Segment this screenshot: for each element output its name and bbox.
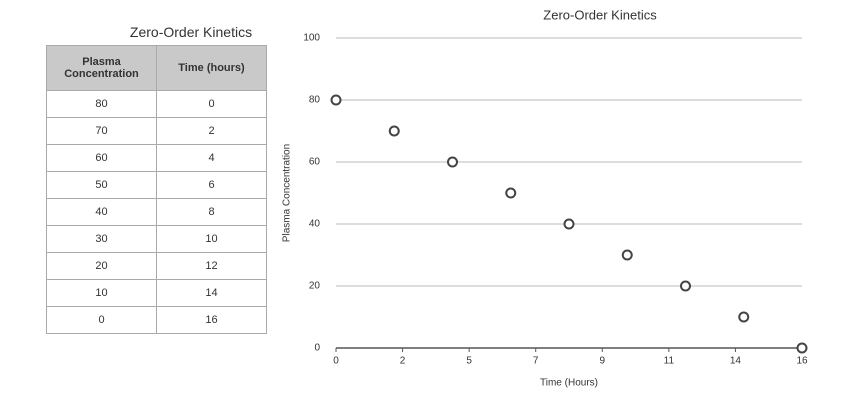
y-tick-label: 80: [309, 95, 321, 106]
x-tick-label: 9: [600, 356, 606, 367]
x-tick-label: 5: [466, 356, 472, 367]
point: [796, 342, 808, 354]
point: [621, 249, 633, 261]
table-title: Zero-Order Kinetics: [129, 24, 253, 40]
table-cell: 10: [46, 279, 157, 307]
y-tick-label: 40: [309, 219, 321, 230]
y-tick-label: 100: [303, 33, 320, 44]
table-cell: 30: [46, 225, 157, 253]
y-axis-label: Plasma Concentration: [282, 144, 293, 242]
table-row: 10 14: [46, 279, 267, 307]
x-tick-label: 7: [533, 356, 539, 367]
point: [563, 218, 575, 230]
table-row: 30 10: [46, 225, 267, 253]
x-tick-label: 14: [730, 356, 742, 367]
table-cell: 14: [156, 279, 267, 307]
point: [680, 280, 691, 292]
chart-title: Zero-Order Kinetics: [543, 7, 657, 22]
table-cell: 0: [46, 306, 157, 334]
data-table: Plasma Concentration Time (hours) 80 0 70 2…: [46, 45, 267, 334]
table-row: 80 0: [46, 90, 267, 118]
table-cell: 70: [46, 117, 157, 145]
point: [738, 311, 750, 323]
x-tick-label: 11: [664, 356, 675, 367]
table-row: 0 16: [46, 306, 267, 334]
x-tick-label: 0: [333, 356, 339, 367]
y-tick-label: 60: [309, 157, 321, 168]
table-cell: 8: [156, 198, 267, 226]
x-tick-label: 16: [796, 356, 808, 367]
table-row: 40 8: [46, 198, 267, 226]
point: [505, 187, 517, 199]
point: [388, 125, 400, 137]
x-tick-label: 2: [400, 356, 406, 367]
x-axis-label: Time (Hours): [540, 378, 598, 389]
table-cell: 60: [46, 144, 157, 172]
table-header: Time (hours): [156, 45, 267, 91]
table-cell: 0: [156, 90, 267, 118]
y-tick-label: 20: [309, 281, 321, 292]
table-cell: 10: [156, 225, 267, 253]
table-cell: 16: [156, 306, 267, 334]
y-tick-label: 0: [314, 343, 320, 354]
point: [447, 156, 458, 168]
table-cell: 80: [46, 90, 157, 118]
point: [330, 94, 342, 106]
